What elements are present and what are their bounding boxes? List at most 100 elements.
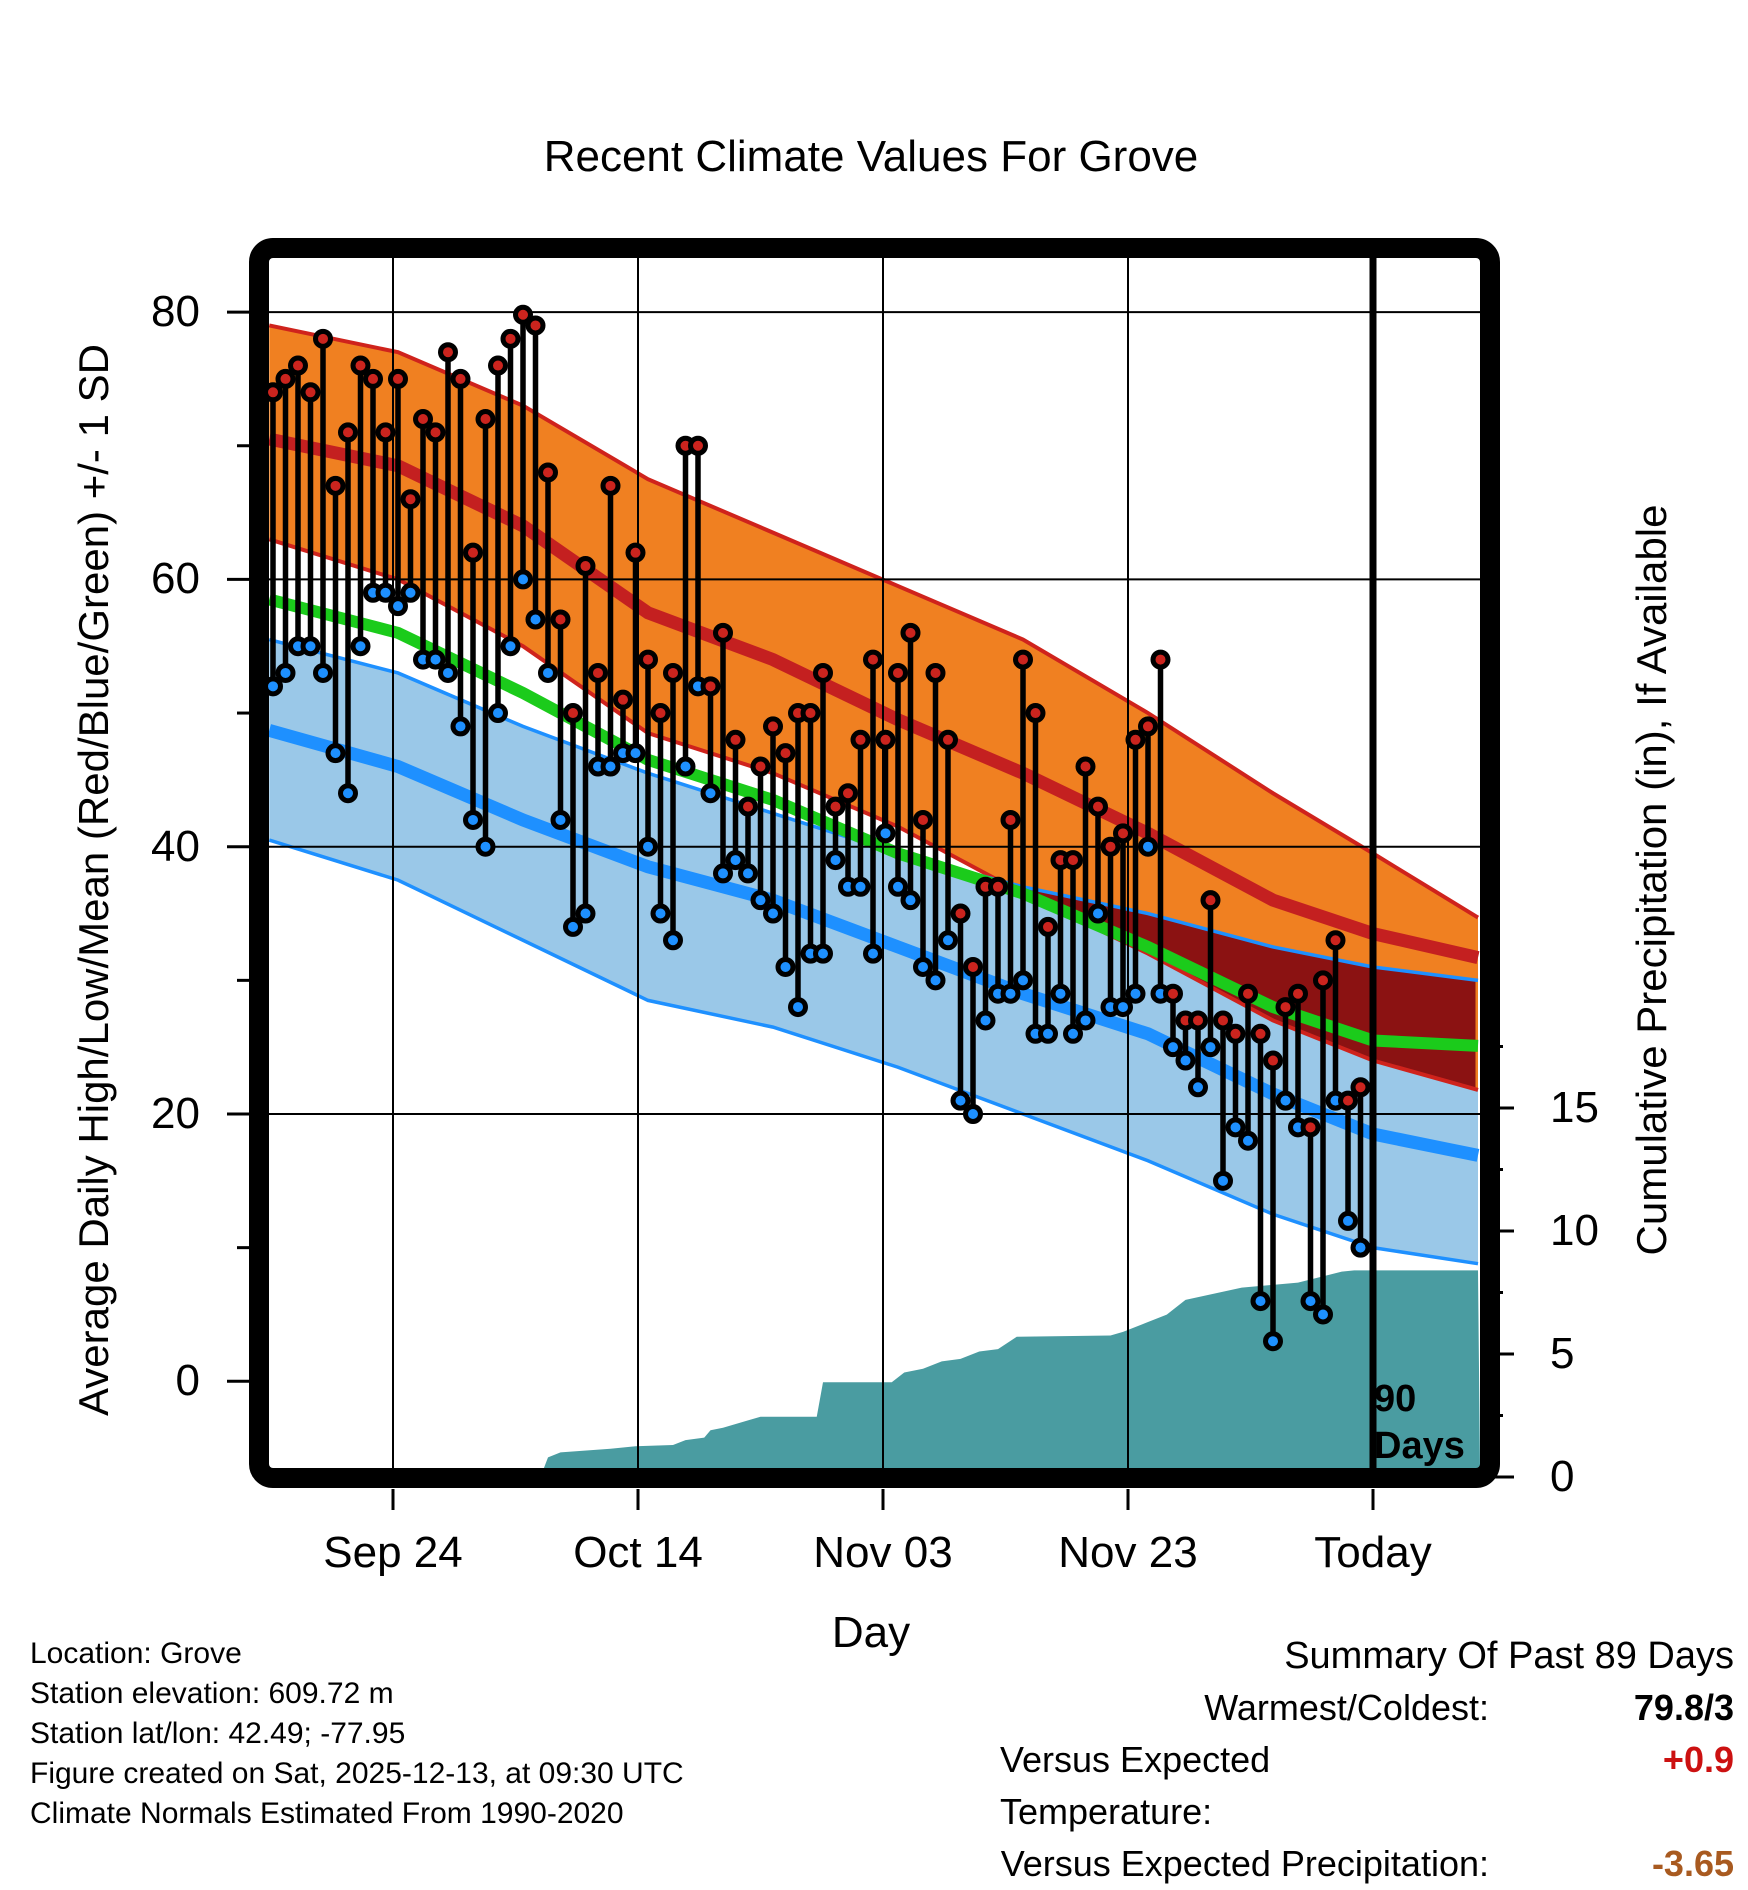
daily-high-dot — [1075, 756, 1096, 777]
daily-low-dot — [938, 930, 958, 951]
daily-low-dot — [788, 997, 808, 1018]
daily-high-dot — [813, 662, 833, 683]
cumulative-precip-area — [540, 1270, 1480, 1477]
y-left-tick-label-60: 60 — [151, 554, 200, 604]
daily-low-dot — [438, 662, 458, 683]
daily-high-dot — [875, 729, 896, 750]
footer-normals: Climate Normals Estimated From 1990-2020 — [30, 1797, 624, 1830]
daily-high-dot — [1138, 716, 1158, 737]
y-left-tick-label-40: 40 — [151, 821, 200, 871]
daily-high-dot — [950, 903, 971, 924]
daily-high-dot — [1013, 649, 1033, 670]
footer-latlon: Station lat/lon: 42.49; -77.95 — [30, 1717, 406, 1750]
daily-low-dot — [1338, 1210, 1358, 1231]
daily-low-dot — [663, 930, 683, 951]
daily-high-dot — [650, 703, 671, 724]
daily-high-dot — [750, 756, 771, 777]
daily-high-dot — [1125, 729, 1146, 750]
daily-high-dot — [763, 716, 783, 737]
daily-high-dot — [1163, 983, 1183, 1004]
daily-low-dot — [400, 582, 421, 603]
daily-high-dot — [1188, 1010, 1208, 1031]
daily-low-dot — [1175, 1050, 1196, 1071]
daily-high-dot — [850, 729, 871, 750]
summary-value: +0.9 — [1662, 1739, 1734, 1780]
daily-high-dot — [1038, 916, 1058, 937]
x-axis-label: Day — [831, 1608, 911, 1657]
daily-high-dot — [313, 328, 333, 349]
daily-high-dot — [375, 422, 396, 443]
daily-low-dot — [525, 609, 546, 630]
daily-high-dot — [925, 662, 946, 683]
summary-label: Warmest/Coldest: — [1204, 1687, 1489, 1728]
daily-high-dot — [713, 622, 733, 643]
daily-low-dot — [1263, 1331, 1283, 1352]
climate-chart — [227, 238, 1514, 1510]
daily-low-dot — [338, 783, 358, 804]
daily-high-dot — [800, 703, 821, 724]
daily-low-dot — [700, 783, 721, 804]
daily-observations — [263, 304, 1371, 1352]
daily-low-dot — [1075, 1010, 1096, 1031]
daily-low-dot — [775, 956, 796, 977]
daily-high-dot — [775, 743, 796, 764]
period-marker-label: 90 Days — [1374, 1376, 1465, 1470]
daily-low-dot — [1250, 1291, 1271, 1312]
daily-high-dot — [1250, 1023, 1271, 1044]
daily-low-dot — [513, 569, 533, 590]
summary-value: 79.8/3 — [1633, 1687, 1734, 1728]
x-tick-label-2: Nov 03 — [813, 1528, 953, 1577]
daily-high-dot — [613, 689, 633, 710]
daily-low-dot — [600, 756, 621, 777]
daily-low-dot — [350, 636, 371, 657]
summary-label: Versus Expected Temperature: — [1000, 1739, 1271, 1832]
low-band-bottom-edge — [268, 838, 1479, 1266]
daily-low-dot — [713, 863, 733, 884]
daily-high-dot — [500, 328, 521, 349]
daily-high-dot — [1275, 997, 1296, 1018]
daily-high-dot — [550, 609, 571, 630]
y-right-tick-label-5: 5 — [1550, 1329, 1575, 1378]
daily-low-dot — [463, 809, 483, 830]
daily-low-dot — [538, 662, 558, 683]
daily-low-dot — [763, 903, 783, 924]
daily-high-dot — [1350, 1077, 1371, 1098]
daily-high-dot — [1300, 1117, 1321, 1138]
daily-high-dot — [625, 542, 646, 563]
page-title: Recent Climate Values For Grove — [543, 132, 1199, 181]
daily-high-dot — [475, 409, 496, 430]
daily-high-dot — [1200, 890, 1221, 911]
y-left-tick-label-80: 80 — [151, 287, 200, 337]
daily-low-dot — [825, 850, 846, 871]
daily-high-dot — [1288, 983, 1308, 1004]
daily-low-dot — [275, 662, 296, 683]
daily-low-dot — [875, 823, 896, 844]
daily-low-dot — [738, 863, 758, 884]
daily-high-dot — [538, 462, 558, 483]
daily-high-dot — [1225, 1023, 1246, 1044]
daily-high-dot — [638, 649, 658, 670]
daily-high-dot — [1238, 983, 1258, 1004]
daily-low-dot — [1050, 983, 1071, 1004]
y-left-tick-label-0: 0 — [175, 1356, 200, 1406]
daily-low-dot — [1125, 983, 1146, 1004]
daily-low-dot — [313, 662, 333, 683]
daily-low-dot — [950, 1090, 971, 1111]
daily-low-dot — [263, 676, 283, 697]
daily-high-dot — [438, 342, 458, 363]
daily-low-dot — [1350, 1237, 1371, 1258]
daily-high-dot — [563, 703, 583, 724]
daily-low-dot — [900, 890, 921, 911]
daily-low-dot — [1200, 1037, 1221, 1058]
station-metadata: Location: Grove Station elevation: 609.7… — [30, 1634, 684, 1834]
daily-high-dot — [1313, 970, 1333, 991]
summary-label: Versus Expected Precipitation: — [1000, 1843, 1489, 1884]
y-right-tick-label-0: 0 — [1550, 1452, 1575, 1501]
daily-low-dot — [1300, 1291, 1321, 1312]
daily-low-dot — [625, 743, 646, 764]
daily-low-dot — [888, 876, 908, 897]
daily-high-dot — [1213, 1010, 1233, 1031]
footer-location: Location: Grove — [30, 1637, 242, 1670]
daily-high-dot — [388, 368, 408, 389]
daily-high-dot — [1150, 649, 1171, 670]
